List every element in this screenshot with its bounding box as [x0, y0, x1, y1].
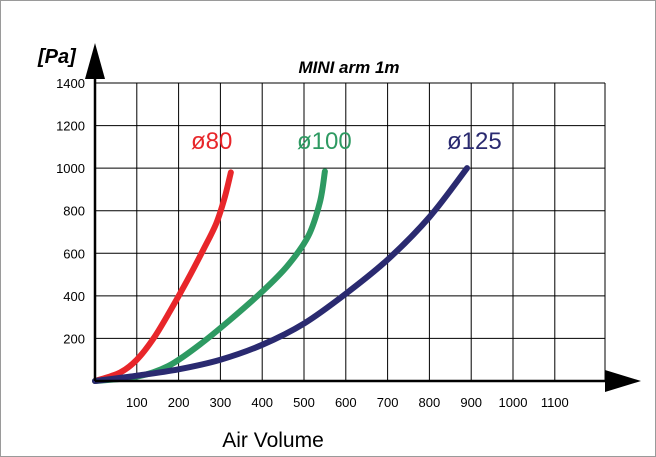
series-line-1 — [92, 168, 328, 384]
x-axis-label: Air Volume — [222, 429, 324, 452]
y-tick-label-1200: 1200 — [56, 119, 85, 134]
x-tick-label-1100: 1100 — [541, 395, 569, 410]
series-label-2: ø125 — [447, 128, 502, 155]
series-label-0: ø80 — [191, 128, 232, 155]
y-tick-label-1000: 1000 — [56, 161, 85, 176]
axes — [85, 43, 641, 392]
x-tick-label-500: 500 — [293, 395, 315, 410]
y-axis-label: [Pa] — [37, 46, 77, 68]
x-tick-label-200: 200 — [168, 395, 190, 410]
x-tick-label-600: 600 — [335, 395, 357, 410]
series-line-2 — [92, 165, 471, 384]
x-axis-arrow-icon — [605, 370, 641, 392]
y-tick-label-200: 200 — [63, 331, 85, 346]
y-tick-label-400: 400 — [63, 289, 85, 304]
x-tick-label-800: 800 — [419, 395, 441, 410]
x-tick-label-1000: 1000 — [499, 395, 528, 410]
y-tick-label-600: 600 — [63, 246, 85, 261]
grid — [95, 82, 606, 381]
chart-title: MINI arm 1m — [298, 58, 399, 77]
y-axis-arrow-icon — [85, 43, 105, 79]
x-tick-label-100: 100 — [126, 395, 148, 410]
y-tick-label-1400: 1400 — [56, 76, 85, 91]
curves — [92, 165, 471, 384]
x-tick-label-900: 900 — [460, 395, 482, 410]
labels: 100 200 300 400 500 600 700 800 900 1000 1100 200 40… — [37, 46, 569, 452]
x-tick-label-400: 400 — [251, 395, 273, 410]
x-tick-label-300: 300 — [210, 395, 232, 410]
series-line-0 — [92, 169, 234, 384]
x-tick-label-700: 700 — [377, 395, 399, 410]
series-label-1: ø100 — [297, 128, 352, 155]
y-tick-label-800: 800 — [63, 204, 85, 219]
